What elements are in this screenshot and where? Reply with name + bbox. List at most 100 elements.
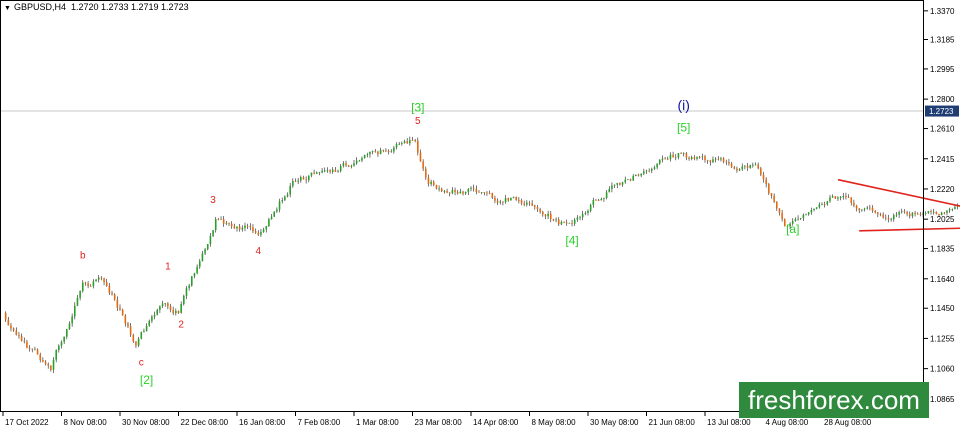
candle (744, 165, 746, 170)
candle (627, 179, 629, 181)
candle (281, 197, 284, 204)
candle (895, 212, 898, 218)
candle (720, 156, 722, 162)
candle-body (47, 364, 50, 366)
x-tick-label: 8 May 08:00 (532, 418, 577, 427)
candle (738, 168, 741, 172)
candle (837, 196, 839, 202)
x-tick-label: 28 Aug 08:00 (824, 418, 872, 427)
candle-body (486, 192, 488, 194)
candle (778, 208, 781, 216)
candle (448, 192, 451, 197)
candle (84, 281, 87, 286)
candle-body (440, 188, 443, 192)
candle-body (103, 278, 105, 283)
candle-body (387, 151, 390, 153)
candle (190, 276, 193, 287)
candle-body (839, 197, 842, 198)
x-tick-label: 13 Jul 08:00 (707, 418, 751, 427)
collapse-triangle-icon[interactable]: ▼ (4, 5, 11, 12)
candle (624, 176, 627, 184)
candle (169, 303, 172, 313)
x-tick-label: 16 Jan 08:00 (239, 418, 286, 427)
candle-body (773, 195, 775, 202)
candle (44, 360, 47, 366)
candle-body (924, 213, 927, 214)
candle-body (706, 159, 709, 161)
wave-label: c (139, 358, 144, 369)
candle (701, 153, 704, 161)
candle-body (813, 208, 815, 211)
candle (709, 159, 712, 166)
candle (853, 199, 855, 208)
candle-body (720, 158, 722, 160)
candle-body (733, 167, 736, 169)
candle (385, 148, 387, 153)
candle-body (752, 164, 754, 166)
candle (597, 198, 600, 202)
candle-body (393, 147, 395, 152)
candle (159, 305, 161, 313)
candle-body (417, 140, 419, 153)
candle (549, 210, 552, 223)
candle (47, 362, 50, 369)
candle-body (294, 181, 297, 182)
candle-body (807, 212, 810, 215)
candle-body (555, 219, 557, 221)
candle (906, 210, 908, 217)
candle-body (744, 165, 746, 167)
candle (366, 152, 369, 158)
x-tick-label: 30 May 08:00 (590, 418, 639, 427)
candle (861, 209, 863, 212)
candle-body (337, 171, 339, 172)
candle (204, 248, 206, 256)
candle-body (496, 200, 499, 203)
candle (491, 192, 494, 200)
candle-body (653, 167, 656, 170)
candle-body (560, 221, 563, 225)
candle-body (608, 188, 611, 193)
candle (619, 182, 621, 186)
candle (432, 180, 435, 187)
candle-body (557, 219, 560, 225)
candle (411, 136, 414, 141)
symbol-name: GBPUSD,H4 (13, 2, 66, 12)
wave-label: [a] (786, 222, 799, 236)
candle (653, 165, 656, 170)
candle-body (236, 226, 238, 229)
candle-body (475, 188, 478, 192)
candle-body (847, 197, 850, 198)
candle (193, 272, 196, 279)
x-tick-label: 1 Mar 08:00 (356, 418, 399, 427)
candle-body (252, 227, 254, 232)
candle-body (930, 210, 932, 212)
candle (635, 174, 637, 177)
candle-body (342, 163, 345, 167)
candle-body (454, 189, 456, 193)
candle-body (890, 219, 892, 221)
candle-body (456, 192, 459, 194)
candle (752, 162, 754, 168)
candle-body (502, 201, 504, 203)
candle-body (217, 218, 220, 220)
candle-body (940, 212, 943, 216)
candle-body (225, 222, 228, 224)
candle-body (919, 213, 922, 215)
candle (350, 164, 353, 169)
candle-body (315, 172, 318, 174)
candle (754, 162, 757, 166)
wave-label: 2 (178, 320, 184, 331)
candle (393, 146, 395, 154)
wave-label: b (80, 251, 86, 262)
candle (318, 171, 321, 176)
candle (302, 175, 305, 180)
candle (579, 215, 581, 221)
candle (430, 179, 432, 187)
candle (839, 195, 842, 201)
candle (871, 205, 874, 213)
candle-body (526, 202, 528, 205)
candle-body (669, 154, 672, 160)
candle (688, 156, 690, 161)
candle (805, 213, 807, 216)
